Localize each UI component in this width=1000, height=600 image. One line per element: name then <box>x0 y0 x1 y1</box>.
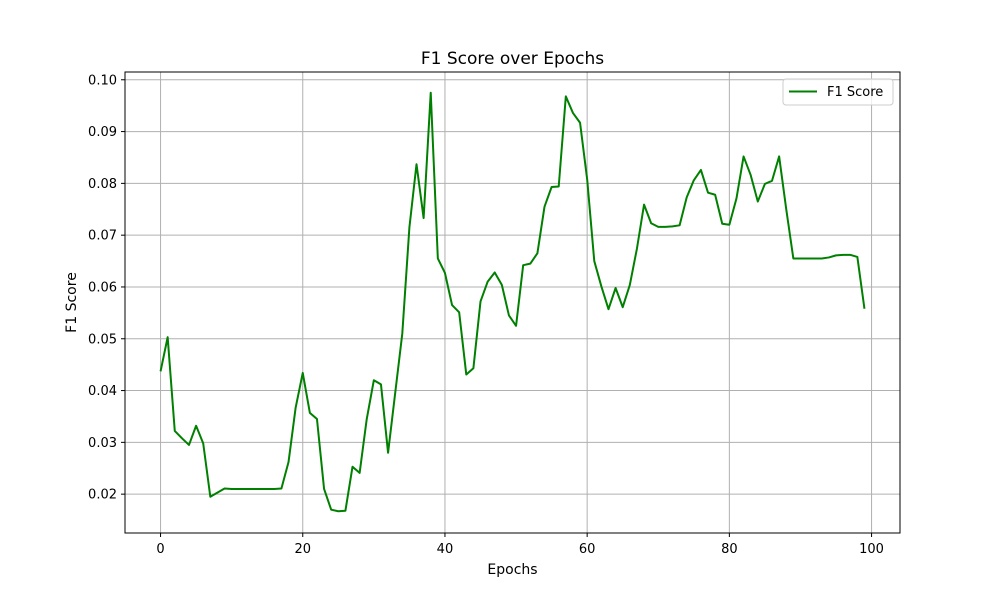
x-tick-label: 20 <box>294 542 311 557</box>
y-tick-label: 0.09 <box>88 125 117 140</box>
y-tick-label: 0.05 <box>88 332 117 347</box>
x-tick-label: 60 <box>579 542 596 557</box>
y-tick-label: 0.02 <box>88 488 117 503</box>
x-tick-label: 100 <box>859 542 884 557</box>
series-layer <box>159 91 866 513</box>
legend: F1 Score <box>782 78 894 106</box>
legend-box <box>782 78 894 106</box>
legend-label-f1-score: F1 Score <box>827 85 883 100</box>
y-tick-label: 0.04 <box>88 384 117 399</box>
x-tick-label: 0 <box>156 542 164 557</box>
x-tick-label: 40 <box>437 542 454 557</box>
y-tick-label: 0.07 <box>88 229 117 244</box>
y-axis-ticks: 0.02 0.03 0.04 0.05 0.06 0.07 0.08 0.09 0.10 <box>88 73 125 503</box>
series-line-f1-score <box>159 91 866 513</box>
y-tick-label: 0.08 <box>88 177 117 192</box>
y-tick-label: 0.10 <box>88 73 117 88</box>
plot-area-frame <box>124 71 901 534</box>
x-axis-label: Epochs <box>487 562 537 578</box>
chart-title: F1 Score over Epochs <box>421 49 604 69</box>
y-tick-label: 0.03 <box>88 436 117 451</box>
x-axis-ticks: 0 20 40 60 80 100 <box>156 533 884 557</box>
grid-lines <box>125 72 900 533</box>
y-tick-label: 0.06 <box>88 280 117 295</box>
x-tick-label: 80 <box>721 542 738 557</box>
y-axis-label: F1 Score <box>64 272 80 333</box>
